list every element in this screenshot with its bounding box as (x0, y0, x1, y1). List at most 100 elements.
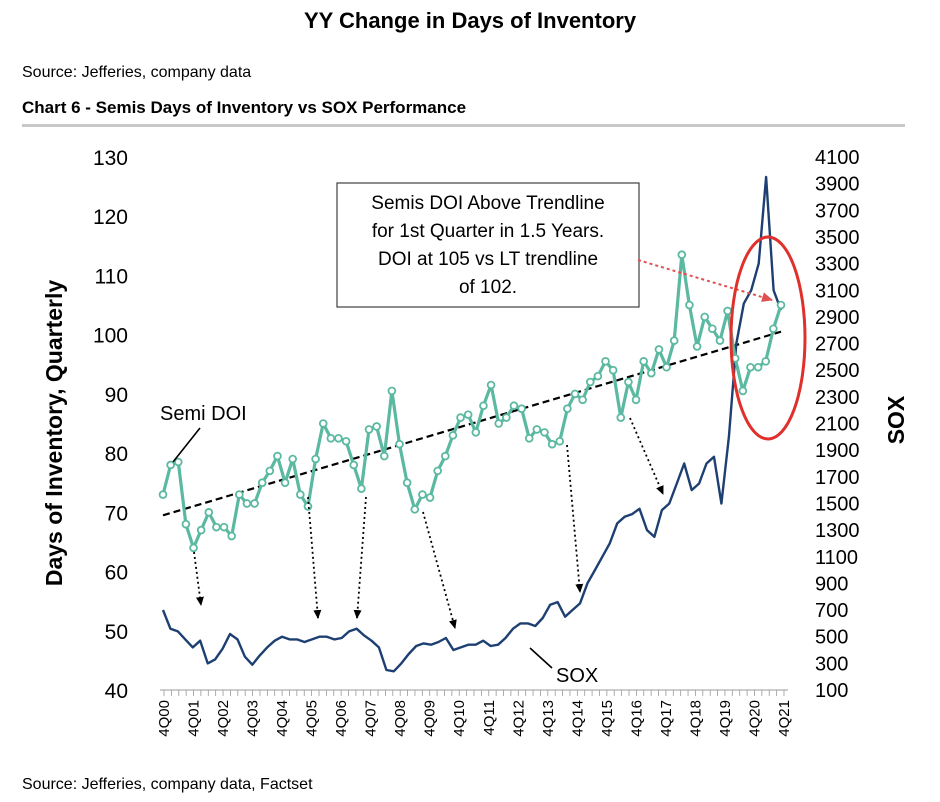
semi-doi-point (410, 505, 420, 514)
semi-doi-point (364, 425, 374, 434)
semi-doi-point (357, 484, 366, 493)
semi-doi-point (692, 342, 702, 351)
semi-doi-point (570, 389, 580, 399)
sox-label-leader (529, 647, 553, 669)
x-tick-label: 4Q09 (422, 700, 439, 737)
y-right-tick-label: 1500 (815, 493, 860, 515)
semi-doi-point (181, 519, 191, 529)
semi-doi-point (555, 436, 565, 446)
y-right-tick-label: 3500 (815, 227, 860, 249)
y-right-tick-label: 3100 (815, 280, 860, 302)
semi-doi-point (341, 436, 351, 446)
x-tick-label: 4Q20 (746, 700, 763, 737)
semi-doi-point (776, 300, 786, 310)
x-tick-label: 4Q08 (392, 700, 409, 737)
y-left-tick-label: 70 (105, 502, 128, 525)
callout-text-line: of 102. (459, 277, 517, 298)
x-tick-label: 4Q13 (540, 700, 557, 737)
x-tick-label: 4Q10 (451, 700, 468, 737)
semi-doi-point (677, 250, 687, 260)
semi-doi-point (158, 490, 168, 499)
y-left-tick-label: 130 (93, 147, 128, 170)
semi-doi-point (334, 434, 343, 443)
semi-doi-point (769, 324, 778, 334)
callout-text-line: Semis DOI Above Trendline (371, 193, 604, 214)
semi-doi-point (273, 451, 282, 461)
semi-doi-point (425, 493, 435, 502)
x-tick-label: 4Q19 (717, 700, 734, 737)
y-right-tick-label: 900 (815, 573, 848, 595)
semi-doi-point (204, 508, 214, 517)
semi-doi-point (532, 425, 542, 434)
x-tick-label: 4Q01 (186, 700, 203, 737)
y-right-tick-label: 1700 (815, 467, 860, 489)
semi-doi-point (715, 336, 725, 345)
semi-doi-point (479, 401, 488, 411)
semi-doi-point (494, 419, 504, 428)
semi-doi-point (250, 499, 259, 508)
semi-doi-point (257, 478, 267, 488)
sox-series-layer (161, 175, 783, 673)
semi-doi-point (372, 422, 381, 431)
relationship-arrow (353, 496, 367, 619)
relationship-arrow (422, 511, 457, 629)
callout-text-line: for 1st Quarter in 1.5 Years. (372, 221, 604, 242)
chart-heading: Chart 6 - Semis Days of Inventory vs SOX… (22, 98, 467, 117)
axes-layer: 4Q00 4Q01 4Q02 4Q03 4Q04 4Q05 4Q06 4Q07 4Q08 4Q09… (41, 147, 909, 737)
semi-doi-point (624, 377, 633, 387)
semi-doi-point (440, 451, 450, 461)
semi-doi-point (746, 362, 755, 372)
relationship-arrow (629, 417, 664, 495)
y-left-tick-label: 90 (105, 384, 128, 407)
annotation-layer: Semis DOI Above Trendline for 1st Quarter… (160, 182, 807, 687)
x-tick-label: 4Q14 (569, 700, 586, 737)
y-left-tick-label: 100 (93, 325, 128, 348)
y-right-tick-label: 3900 (815, 174, 860, 196)
x-tick-label: 4Q06 (333, 700, 350, 737)
y-right-tick-label: 100 (815, 680, 848, 702)
semi-doi-point (234, 490, 244, 499)
semi-doi-point (517, 404, 526, 413)
x-tick-label: 4Q02 (215, 700, 232, 737)
semi-doi-point (318, 419, 328, 428)
semi-doi-label: Semi DOI (160, 403, 247, 425)
semi-doi-point (448, 431, 458, 440)
semi-doi-point (669, 336, 679, 345)
y-left-tick-label: 80 (105, 443, 128, 466)
semi-doi-point (265, 466, 275, 476)
callout-text-line: DOI at 105 vs LT trendline (378, 249, 598, 270)
dual-axis-line-chart: 4Q00 4Q01 4Q02 4Q03 4Q04 4Q05 4Q06 4Q07 4Q08 4Q09… (41, 147, 909, 737)
y-left-tick-label: 40 (105, 680, 128, 703)
semi-doi-point (456, 413, 465, 422)
y-left-axis-title: Days of Inventory, Quarterly (41, 280, 67, 587)
x-tick-label: 4Q18 (687, 700, 704, 737)
x-tick-label: 4Q00 (156, 700, 173, 737)
callout-arrow (637, 259, 773, 302)
y-right-tick-label: 2900 (815, 307, 860, 329)
semi-doi-label-leader (172, 427, 201, 463)
semi-doi-point (379, 451, 389, 461)
source-note-top: Source: Jefferies, company data (22, 64, 252, 81)
y-right-tick-label: 2500 (815, 360, 860, 382)
semi-doi-point (524, 434, 534, 443)
x-tick-label: 4Q15 (599, 700, 616, 737)
y-right-tick-label: 1300 (815, 520, 860, 542)
semi-doi-point (685, 300, 694, 310)
semi-doi-point (738, 386, 748, 396)
semi-doi-line (161, 253, 783, 550)
semi-doi-point (547, 439, 557, 449)
semi-doi-point (402, 478, 412, 488)
semi-doi-point (646, 368, 656, 378)
semi-doi-point (654, 345, 664, 354)
semi-doi-point (212, 522, 221, 532)
y-right-tick-label: 500 (815, 627, 848, 649)
semi-doi-point (418, 490, 427, 499)
semi-doi-point (189, 543, 198, 553)
source-note-bottom: Source: Jefferies, company data, Factset (22, 776, 313, 793)
semi-doi-point (540, 428, 549, 437)
callout-box (336, 182, 640, 308)
x-tick-label: 4Q04 (274, 700, 291, 737)
y-right-tick-label: 700 (815, 600, 848, 622)
semi-doi-point (349, 460, 359, 470)
semi-doi-point (761, 357, 771, 366)
